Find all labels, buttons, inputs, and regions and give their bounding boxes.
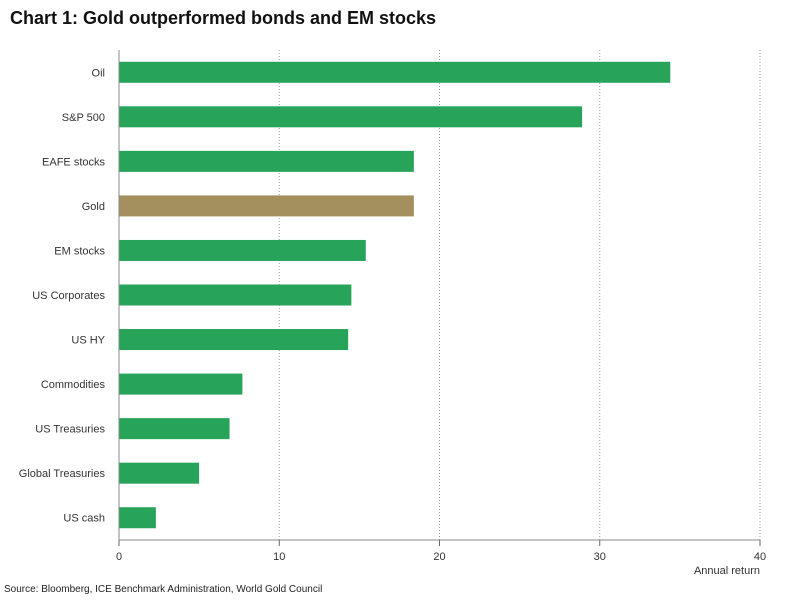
bar-series xyxy=(119,61,671,529)
category-label: US Treasuries xyxy=(35,424,105,436)
bar xyxy=(119,462,200,484)
category-label: S&P 500 xyxy=(62,112,105,124)
bar xyxy=(119,329,349,351)
category-label: US HY xyxy=(71,335,105,347)
x-tick-label: 20 xyxy=(433,551,445,563)
x-tick-label: 10 xyxy=(273,551,285,563)
category-label: US cash xyxy=(63,513,105,525)
source-note: Source: Bloomberg, ICE Benchmark Adminis… xyxy=(4,584,323,595)
x-tick-label: 0 xyxy=(116,551,122,563)
x-axis-ticks: 0 10 20 30 40 xyxy=(116,540,766,563)
grid-lines xyxy=(278,50,761,540)
x-tick-label: 40 xyxy=(754,551,766,563)
category-labels: Oil S&P 500 EAFE stocks Gold EM stocks US Cor… xyxy=(19,67,106,524)
category-label: Commodities xyxy=(41,379,106,391)
category-label: EAFE stocks xyxy=(42,156,105,168)
bar xyxy=(119,195,414,217)
category-label: Gold xyxy=(82,201,105,213)
chart-title: Chart 1: Gold outperformed bonds and EM … xyxy=(10,8,437,28)
bar xyxy=(119,239,366,261)
bar xyxy=(119,106,583,128)
category-label: EM stocks xyxy=(54,245,105,257)
bar xyxy=(119,418,230,440)
x-axis-title: Annual return xyxy=(694,565,760,577)
bar xyxy=(119,373,243,395)
bar xyxy=(119,284,352,306)
bar xyxy=(119,150,414,172)
x-tick-label: 30 xyxy=(594,551,606,563)
category-label: Global Treasuries xyxy=(19,468,106,480)
bar xyxy=(119,61,671,83)
bar xyxy=(119,507,156,529)
category-label: Oil xyxy=(92,67,105,79)
category-label: US Corporates xyxy=(32,290,105,302)
